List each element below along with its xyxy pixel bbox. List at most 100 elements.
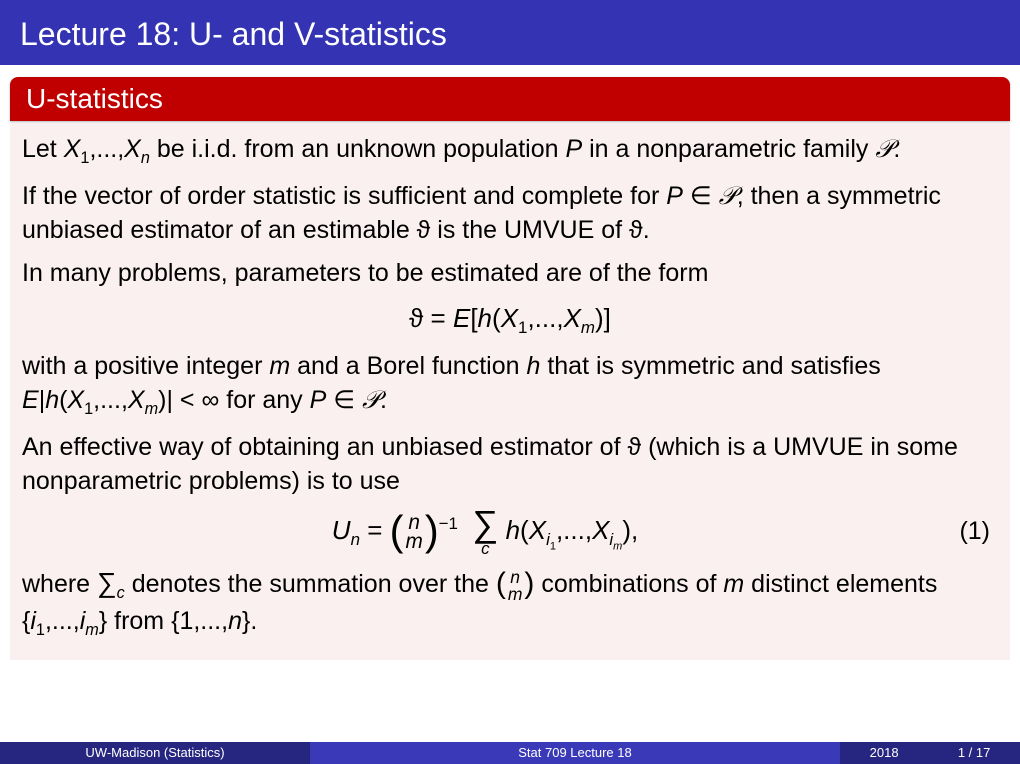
sub: c [117, 584, 125, 602]
var-m: m [269, 352, 290, 380]
sub: m [581, 318, 595, 337]
var-h: h [526, 352, 540, 380]
var-x: X [529, 515, 546, 545]
sym-lt: < [180, 386, 195, 414]
var-u: U [332, 515, 351, 545]
text: and a Borel function [290, 352, 526, 380]
text: . [250, 607, 257, 635]
paragraph-5: An effective way of obtaining an unbiase… [22, 431, 998, 499]
text: is the UMVUE of [430, 216, 629, 244]
bar: | [166, 386, 173, 414]
var-h: h [478, 303, 492, 333]
text: in a nonparametric family [582, 135, 875, 163]
paragraph-4: with a positive integer m and a Borel fu… [22, 350, 998, 421]
var-x: X [592, 515, 609, 545]
eq-lhs: ϑ = [409, 303, 453, 333]
text: denotes the summation over the [125, 570, 496, 598]
var-h: h [506, 515, 520, 545]
var-theta: ϑ [627, 433, 641, 461]
paren-right: ) [524, 570, 534, 597]
summation: ∑c [472, 508, 498, 556]
text: with a positive integer [22, 352, 269, 380]
var-scriptp: 𝒫 [362, 387, 380, 414]
var-x: X [128, 386, 145, 414]
sym-in: ∈ [690, 182, 712, 210]
var-x: X [501, 303, 518, 333]
footer-year: 2018 [870, 742, 899, 764]
paren: ( [520, 515, 529, 545]
paren-left: ( [496, 570, 506, 597]
var-x: X [124, 135, 141, 163]
var-x: X [67, 386, 84, 414]
eq-sign: = [360, 515, 390, 545]
binom: nm [506, 569, 525, 602]
text: that is symmetric and satisfies [540, 352, 880, 380]
text: ,..., [45, 607, 80, 635]
paren: )] [595, 303, 611, 333]
text: . [893, 135, 900, 163]
var-theta: ϑ [417, 216, 431, 244]
bracket: [ [470, 303, 477, 333]
paragraph-1: Let X1,...,Xn be i.i.d. from an unknown … [22, 133, 998, 170]
sym-inf: ∞ [201, 386, 219, 414]
var-p: P [310, 386, 327, 414]
text: be i.i.d. from an unknown population [150, 135, 566, 163]
sub: n [351, 530, 360, 549]
text: ,..., [527, 303, 563, 333]
var-scriptp: 𝒫 [719, 183, 737, 210]
footer: UW-Madison (Statistics) Stat 709 Lecture… [0, 742, 1020, 764]
equation-body: Un = (nm)−1 ∑c h(Xi1,...,Xim), [22, 508, 948, 556]
var-x: X [64, 135, 81, 163]
num: 1 [179, 607, 193, 635]
equation-theta: ϑ = E[h(X1,...,Xm)] [22, 301, 998, 340]
paragraph-2: If the vector of order statistic is suff… [22, 180, 998, 248]
sub: m [85, 621, 99, 639]
text: where [22, 570, 97, 598]
sub: m [145, 400, 159, 418]
text: ,..., [89, 135, 124, 163]
var-h: h [45, 386, 59, 414]
var-p: P [565, 135, 582, 163]
text: distinct elements [744, 570, 937, 598]
var-e: E [22, 386, 39, 414]
sym-in: ∈ [333, 386, 355, 414]
sub: 1 [36, 621, 45, 639]
var-m: m [723, 570, 744, 598]
var-x: X [564, 303, 581, 333]
text: combinations of [534, 570, 723, 598]
text: An effective way of obtaining an unbiase… [22, 433, 627, 461]
footer-page: 1 / 17 [958, 742, 991, 764]
text: ,..., [193, 607, 228, 635]
exponent: −1 [439, 515, 458, 534]
block-header: U-statistics [10, 77, 1010, 121]
sub: i1 [546, 530, 556, 549]
text: Let [22, 135, 64, 163]
slide-title: Lecture 18: U- and V-statistics [0, 0, 1020, 65]
equation-un: Un = (nm)−1 ∑c h(Xi1,...,Xim), (1) [22, 508, 998, 556]
text: for any [219, 386, 309, 414]
binom-bot: m [508, 586, 523, 603]
binom: nm [403, 513, 424, 553]
var-theta: ϑ [629, 216, 643, 244]
block-body: Let X1,...,Xn be i.i.d. from an unknown … [10, 123, 1010, 660]
text: . [380, 386, 387, 414]
text: If the vector of order statistic is suff… [22, 182, 666, 210]
text: ,..., [93, 386, 128, 414]
sub: im [609, 530, 622, 549]
paren-left: ( [390, 512, 404, 549]
text: from [107, 607, 171, 635]
var-p: P [666, 182, 683, 210]
binom-bot: m [405, 532, 422, 552]
paren: ( [492, 303, 501, 333]
sub: n [141, 149, 150, 167]
paren: ), [622, 515, 638, 545]
footer-pager: 2018 1 / 17 [840, 742, 1020, 764]
paren-right: ) [425, 512, 439, 549]
var-scriptp: 𝒫 [875, 136, 893, 163]
var-n: n [228, 607, 242, 635]
sigma-icon: ∑ [97, 567, 117, 598]
footer-author: UW-Madison (Statistics) [0, 742, 310, 764]
text: ,..., [556, 515, 592, 545]
subsub: m [613, 541, 622, 553]
paragraph-3: In many problems, parameters to be estim… [22, 257, 998, 291]
